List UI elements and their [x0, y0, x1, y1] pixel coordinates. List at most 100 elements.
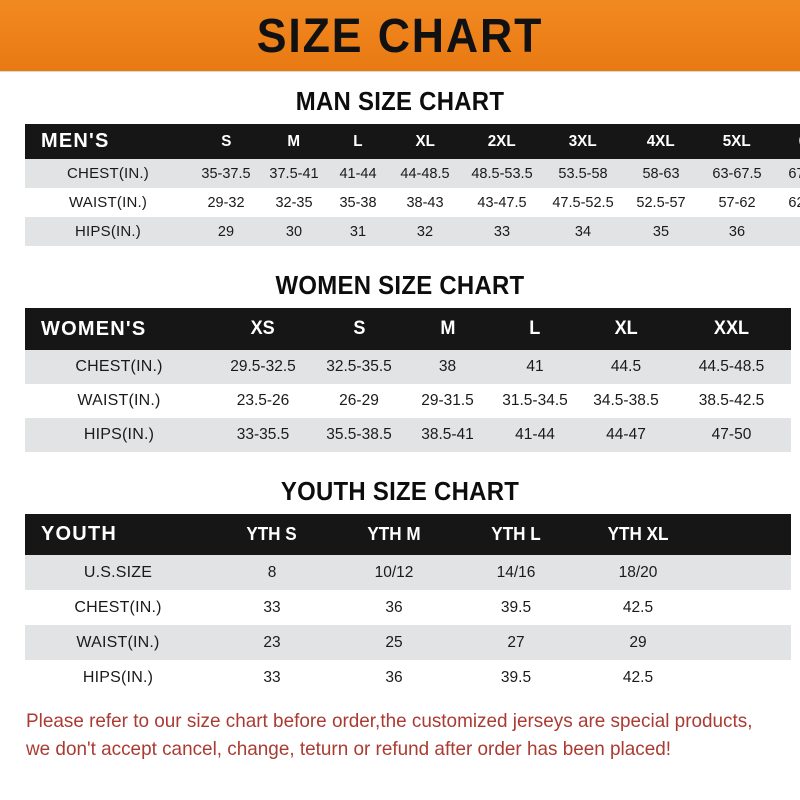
table-row: HIPS(IN.) 29 30 31 32 33 34 35 36 37 — [25, 217, 800, 246]
youth-cell: 29 — [577, 625, 699, 660]
women-cell: 35.5-38.5 — [313, 418, 405, 452]
table-row: WAIST(IN.) 23 25 27 29 — [25, 625, 791, 660]
women-row-label: HIPS(IN.) — [25, 418, 213, 452]
women-cell: 47-50 — [672, 418, 791, 452]
man-cell: 32-35 — [261, 188, 327, 217]
man-cell: 44-48.5 — [389, 159, 461, 188]
man-header-label: MEN'S — [25, 124, 191, 159]
man-cell: 58-63 — [623, 159, 699, 188]
man-cell: 35-37.5 — [191, 159, 261, 188]
table-row: CHEST(IN.) 35-37.5 37.5-41 41-44 44-48.5… — [25, 159, 800, 188]
women-col-header: XL — [614, 318, 638, 339]
women-header-label: WOMEN'S — [25, 308, 213, 350]
women-col-header: XXL — [713, 318, 750, 339]
youth-cell: 8 — [211, 555, 333, 590]
spacer-before-disclaimer — [0, 695, 800, 707]
man-col-header: 4XL — [647, 132, 675, 150]
man-cell: 37 — [775, 217, 800, 246]
man-cell: 62-66.5 — [775, 188, 800, 217]
youth-cell: 27 — [455, 625, 577, 660]
women-cell: 32.5-35.5 — [313, 350, 405, 384]
man-cell: 35 — [623, 217, 699, 246]
youth-cell: 18/20 — [577, 555, 699, 590]
women-row-label: WAIST(IN.) — [25, 384, 213, 418]
women-section-title: WOMEN SIZE CHART — [275, 270, 525, 300]
table-row: WAIST(IN.) 23.5-26 26-29 29-31.5 31.5-34… — [25, 384, 791, 418]
man-cell: 35-38 — [327, 188, 389, 217]
disclaimer-line-2: we don't accept cancel, change, teturn o… — [26, 738, 672, 761]
man-cell: 52.5-57 — [623, 188, 699, 217]
women-size-table: WOMEN'S XS S M L XL XXL CHEST(IN.) 29.5-… — [25, 308, 791, 452]
youth-cell: 33 — [211, 590, 333, 625]
man-cell: 47.5-52.5 — [543, 188, 623, 217]
spacer-after-man-table — [0, 246, 800, 272]
women-cell: 23.5-26 — [213, 384, 313, 418]
youth-row-label: WAIST(IN.) — [25, 625, 211, 660]
man-cell: 67.5-72 — [775, 159, 800, 188]
man-section-title: MAN SIZE CHART — [295, 86, 505, 116]
man-cell: 63-67.5 — [699, 159, 775, 188]
women-cell: 29-31.5 — [405, 384, 490, 418]
women-cell: 31.5-34.5 — [490, 384, 580, 418]
disclaimer-line-1: Please refer to our size chart before or… — [26, 710, 753, 732]
women-cell: 44.5-48.5 — [672, 350, 791, 384]
man-cell: 30 — [261, 217, 327, 246]
women-cell: 34.5-38.5 — [580, 384, 672, 418]
man-col-header: 3XL — [569, 132, 597, 150]
man-cell: 36 — [699, 217, 775, 246]
women-col-header: L — [529, 318, 541, 339]
women-cell: 38.5-41 — [405, 418, 490, 452]
youth-cell: 36 — [333, 660, 455, 695]
man-row-label: HIPS(IN.) — [25, 217, 191, 246]
table-row: HIPS(IN.) 33 36 39.5 42.5 — [25, 660, 791, 695]
women-cell: 41 — [490, 350, 580, 384]
youth-cell: 39.5 — [455, 660, 577, 695]
man-col-header: L — [353, 132, 363, 150]
man-table-header-row: MEN'S S M L XL 2XL 3XL 4XL 5XL 6XL — [25, 124, 800, 159]
women-cell: 38.5-42.5 — [672, 384, 791, 418]
man-col-header: S — [220, 132, 232, 150]
youth-cell: 33 — [211, 660, 333, 695]
women-row-label: CHEST(IN.) — [25, 350, 213, 384]
youth-cell-empty — [699, 625, 791, 660]
man-cell: 29-32 — [191, 188, 261, 217]
table-row: CHEST(IN.) 29.5-32.5 32.5-35.5 38 41 44.… — [25, 350, 791, 384]
man-size-chart: MEN'S S M L XL 2XL 3XL 4XL 5XL 6XL CHEST… — [25, 124, 800, 246]
youth-cell-empty — [699, 660, 791, 695]
table-row: WAIST(IN.) 29-32 32-35 35-38 38-43 43-47… — [25, 188, 800, 217]
man-cell: 33 — [461, 217, 543, 246]
youth-cell: 14/16 — [455, 555, 577, 590]
youth-col-header: YTH M — [367, 524, 421, 544]
youth-cell: 42.5 — [577, 590, 699, 625]
man-cell: 57-62 — [699, 188, 775, 217]
disclaimer-text: Please refer to our size chart before or… — [26, 707, 752, 764]
women-cell: 26-29 — [313, 384, 405, 418]
man-cell: 32 — [389, 217, 461, 246]
man-col-header: 2XL — [488, 132, 516, 150]
youth-cell: 10/12 — [333, 555, 455, 590]
youth-cell: 42.5 — [577, 660, 699, 695]
table-row: HIPS(IN.) 33-35.5 35.5-38.5 38.5-41 41-4… — [25, 418, 791, 452]
women-size-chart: WOMEN'S XS S M L XL XXL CHEST(IN.) 29.5-… — [25, 308, 791, 452]
man-size-table: MEN'S S M L XL 2XL 3XL 4XL 5XL 6XL CHEST… — [25, 124, 800, 246]
youth-cell: 23 — [211, 625, 333, 660]
women-cell: 38 — [405, 350, 490, 384]
man-row-label: CHEST(IN.) — [25, 159, 191, 188]
man-cell: 29 — [191, 217, 261, 246]
youth-cell-empty — [699, 590, 791, 625]
man-cell: 48.5-53.5 — [461, 159, 543, 188]
man-cell: 43-47.5 — [461, 188, 543, 217]
women-col-header: M — [439, 318, 456, 339]
man-cell: 53.5-58 — [543, 159, 623, 188]
table-row: CHEST(IN.) 33 36 39.5 42.5 — [25, 590, 791, 625]
youth-cell: 39.5 — [455, 590, 577, 625]
women-cell: 44.5 — [580, 350, 672, 384]
man-col-header: 5XL — [723, 132, 751, 150]
youth-cell: 36 — [333, 590, 455, 625]
youth-col-header: YTH XL — [607, 524, 669, 544]
page-banner: SIZE CHART — [0, 0, 800, 72]
youth-row-label: U.S.SIZE — [25, 555, 211, 590]
youth-header-label: YOUTH — [25, 514, 211, 555]
youth-cell: 25 — [333, 625, 455, 660]
